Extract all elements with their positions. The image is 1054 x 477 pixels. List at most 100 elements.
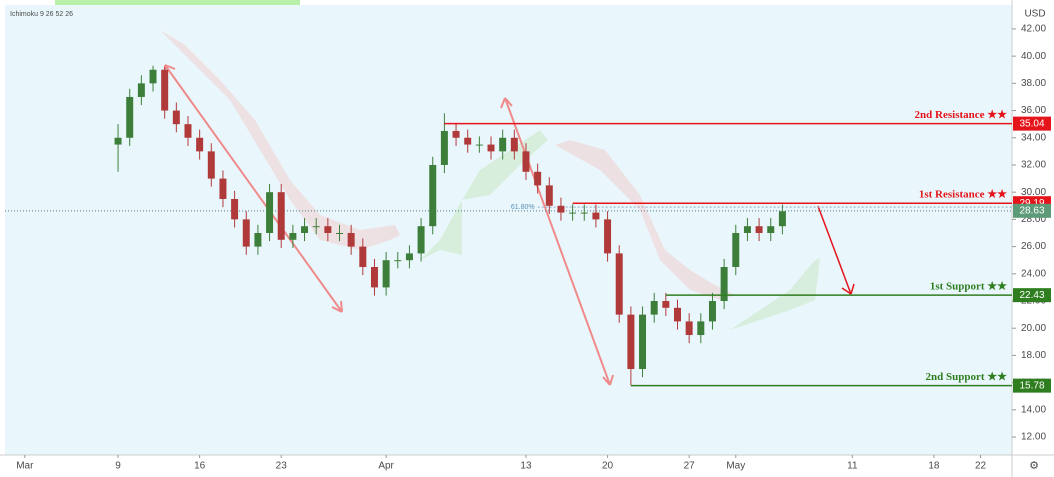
candle-body <box>370 267 378 288</box>
candle-body <box>487 144 495 152</box>
x-tick-label: Apr <box>378 461 394 472</box>
candle-body <box>522 151 530 172</box>
candle-body <box>149 69 157 84</box>
y-tick-label: 32.00 <box>1021 160 1046 171</box>
candle-body <box>266 192 274 233</box>
candle-body <box>685 321 693 336</box>
candle-body <box>464 137 472 145</box>
candle-body <box>767 226 775 233</box>
candle-body <box>359 246 367 268</box>
candle-body <box>720 267 728 302</box>
level-price: 35.04 <box>1019 118 1044 129</box>
x-tick-label: 20 <box>602 461 614 472</box>
candle-body <box>499 137 507 152</box>
candle-body <box>347 232 355 247</box>
x-tick-label: 18 <box>928 461 940 472</box>
candle-body <box>277 192 285 240</box>
candle-body <box>289 232 297 240</box>
candle-body <box>114 137 122 145</box>
level-price-box <box>1013 378 1051 393</box>
candle-body <box>254 232 262 247</box>
y-tick-label: 40.00 <box>1021 51 1046 62</box>
candle-body <box>394 260 402 262</box>
level-label: 2nd Resistance ★★ <box>915 109 1008 121</box>
candle-body <box>732 232 740 268</box>
trend-arrows <box>164 64 614 386</box>
candle-body <box>569 212 577 214</box>
y-tick-label: 36.00 <box>1021 105 1046 116</box>
candle-body <box>475 144 483 146</box>
candle-body <box>615 253 623 315</box>
candle-body <box>417 226 425 254</box>
y-tick-label: 30.00 <box>1021 187 1046 198</box>
candle-body <box>510 137 518 152</box>
candle-body <box>674 307 681 322</box>
x-tick-label: Mar <box>16 461 34 472</box>
candle-body <box>604 219 612 254</box>
candle-body <box>592 212 600 220</box>
level-price: 29.19 <box>1019 198 1044 209</box>
fib-label: 61.80% <box>511 204 535 211</box>
candle-body <box>440 130 448 165</box>
candle-body <box>778 211 786 227</box>
x-tick-label: 11 <box>847 461 858 472</box>
candle-body <box>755 226 763 233</box>
candle-body <box>708 301 716 322</box>
candle-body <box>580 212 588 214</box>
y-tick-label: 26.00 <box>1021 241 1046 252</box>
candle-body <box>336 232 343 234</box>
candle-body <box>534 171 542 186</box>
level-price: 15.78 <box>1019 380 1044 391</box>
y-tick-label: 34.00 <box>1021 132 1046 143</box>
y-tick-label: 38.00 <box>1021 78 1046 89</box>
indicator-label: Ichimoku 9 26 52 26 <box>10 11 73 18</box>
y-tick-label: 18.00 <box>1021 350 1046 361</box>
y-tick-label: 42.00 <box>1021 24 1046 35</box>
level-price: 22.43 <box>1019 290 1044 301</box>
candle-body <box>662 301 670 308</box>
level-label: 1st Resistance ★★ <box>919 189 1007 201</box>
candle-body <box>207 151 215 179</box>
x-tick-label: 22 <box>975 461 987 472</box>
candle-body <box>429 164 437 227</box>
x-tick-label: 13 <box>520 461 532 472</box>
level-label: 1st Support ★★ <box>930 281 1007 293</box>
candle-body <box>161 69 169 111</box>
candle-body <box>627 314 635 370</box>
candle-body <box>137 83 145 97</box>
x-tick-label: 16 <box>194 461 206 472</box>
level-label: 2nd Support ★★ <box>926 371 1008 383</box>
y-tick-label: 20.00 <box>1021 323 1046 334</box>
last-price-label: 28.63 <box>1019 205 1044 216</box>
level-price-box <box>1013 116 1051 131</box>
level-price-box <box>1013 288 1051 303</box>
x-tick-label: 9 <box>115 461 121 472</box>
candle-body <box>196 137 204 152</box>
x-tick-label: May <box>726 461 745 472</box>
candle-body <box>184 124 192 138</box>
candle-body <box>405 253 413 261</box>
currency-label: USD <box>1024 9 1045 20</box>
candle-body <box>231 198 239 220</box>
candle-body <box>697 321 705 336</box>
candle-body <box>557 205 565 213</box>
plot-area <box>5 5 1012 455</box>
candle-body <box>650 301 658 315</box>
candle-body <box>301 226 309 233</box>
candle-body <box>242 219 250 247</box>
x-tick-label: 27 <box>684 461 696 472</box>
candle-body <box>743 226 751 233</box>
forecast-arrow <box>817 205 855 295</box>
ichimoku-cloud <box>155 25 820 330</box>
y-tick-label: 24.00 <box>1021 268 1046 279</box>
settings-icon[interactable]: ⚙ <box>1029 460 1039 472</box>
candle-body <box>126 96 134 138</box>
candle-body <box>382 260 390 288</box>
candle-body <box>452 130 460 138</box>
y-tick-label: 14.00 <box>1021 404 1046 415</box>
candle-body <box>172 110 180 125</box>
last-price-box <box>1013 203 1051 218</box>
candle-body <box>312 226 320 228</box>
candle-body <box>324 226 332 233</box>
